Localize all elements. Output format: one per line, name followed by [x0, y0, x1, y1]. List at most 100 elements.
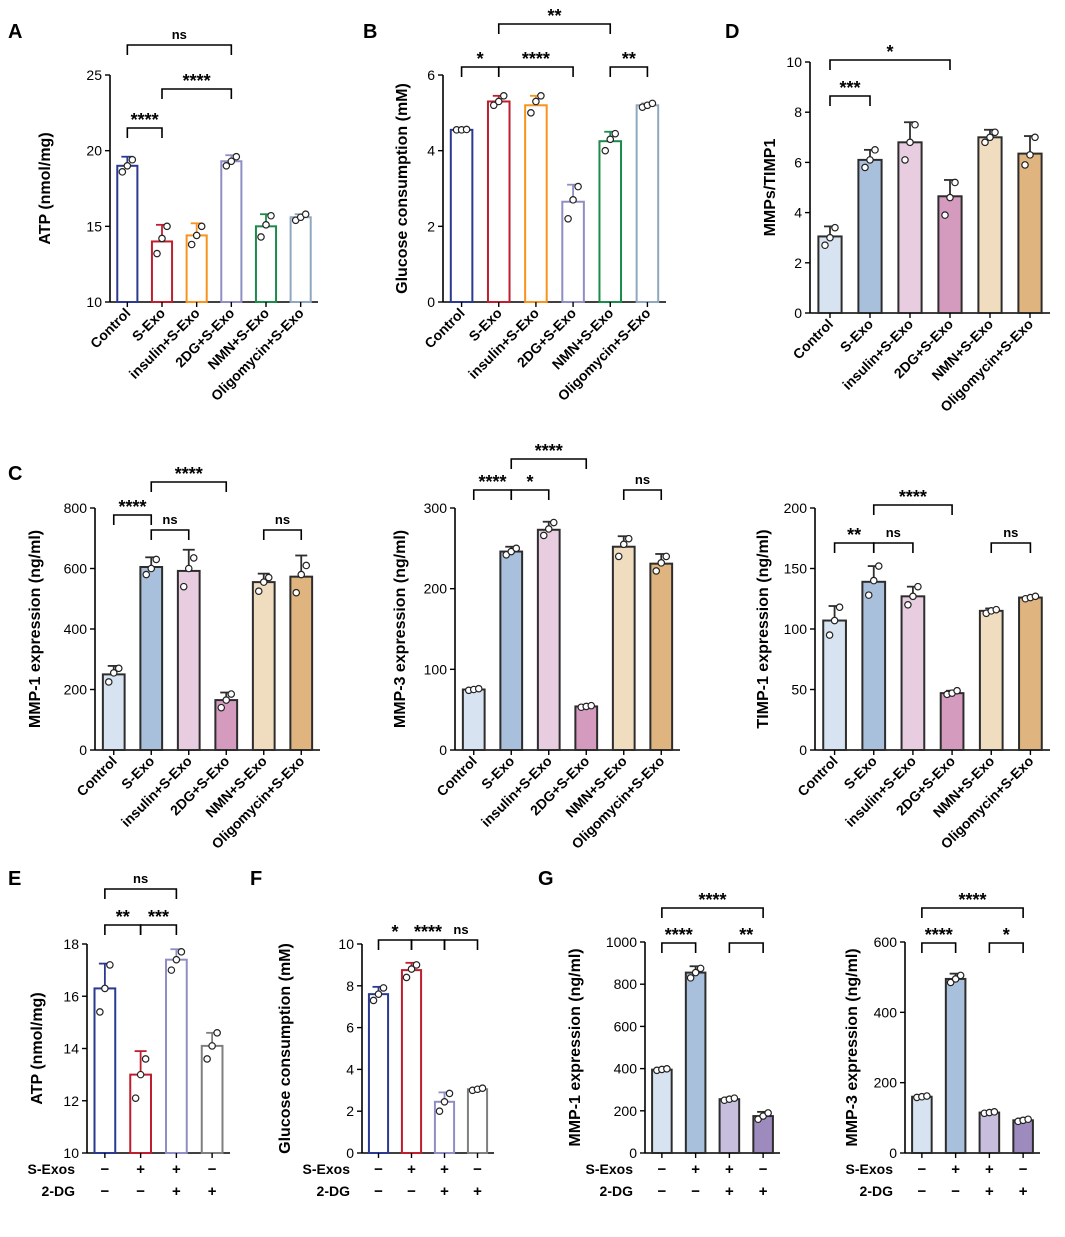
significance-bracket — [728, 942, 764, 953]
data-point — [606, 135, 615, 144]
significance-bracket — [150, 481, 228, 492]
significance-label: *** — [148, 907, 169, 927]
bar — [1018, 596, 1043, 751]
significance-label: ** — [547, 6, 561, 26]
data-point — [292, 588, 301, 597]
bar — [289, 575, 314, 751]
significance-label: * — [477, 49, 484, 69]
data-point — [946, 193, 954, 202]
data-point — [96, 1008, 104, 1016]
bar — [1017, 152, 1043, 314]
significance-bracket — [262, 529, 303, 540]
data-point — [874, 562, 883, 570]
row-value: − — [374, 1183, 383, 1200]
data-point — [128, 155, 137, 164]
row-value: + — [136, 1161, 145, 1178]
data-point — [662, 552, 671, 561]
panel-label-E: E — [8, 868, 21, 890]
bar — [486, 100, 511, 303]
data-point — [911, 120, 919, 129]
data-point — [869, 576, 878, 585]
y-tick-label: 10 — [86, 294, 102, 310]
row-label: 2-DG — [860, 1183, 894, 1199]
data-point — [213, 1029, 221, 1037]
y-tick-label: 100 — [784, 621, 808, 637]
row-value: + — [951, 1161, 960, 1178]
y-tick-label: 15 — [86, 218, 102, 234]
significance-bracket — [661, 942, 697, 953]
row-label: 2-DG — [317, 1183, 351, 1199]
data-point — [257, 233, 265, 241]
data-point — [941, 211, 949, 219]
row-value: − — [691, 1183, 700, 1200]
row-value: + — [1019, 1183, 1028, 1200]
y-tick-label: 600 — [614, 1018, 638, 1034]
data-point — [114, 664, 123, 673]
data-point — [909, 592, 917, 601]
significance-bracket — [622, 489, 663, 500]
data-point — [953, 686, 961, 695]
y-tick-label: 10 — [338, 936, 354, 952]
data-point — [153, 249, 161, 258]
x-tick-label: Control — [433, 753, 480, 800]
data-point — [301, 210, 310, 219]
data-point — [187, 240, 196, 249]
data-point — [264, 573, 273, 582]
significance-label: **** — [925, 925, 953, 945]
row-value: − — [136, 1183, 145, 1200]
significance-bracket — [497, 23, 612, 34]
bar — [649, 562, 674, 751]
significance-label: ** — [739, 925, 753, 945]
bar — [367, 993, 390, 1154]
significance-label: **** — [535, 441, 563, 461]
significance-bracket — [829, 59, 951, 70]
data-point — [648, 99, 657, 108]
x-tick-label: Control — [421, 305, 468, 352]
data-point — [951, 178, 959, 187]
row-value: + — [725, 1161, 734, 1178]
data-point — [203, 1055, 211, 1063]
panel-label-A: A — [8, 21, 22, 43]
data-point — [104, 678, 113, 686]
row-value: − — [917, 1183, 926, 1200]
significance-label: ns — [162, 512, 177, 527]
data-point — [619, 540, 628, 549]
data-point — [123, 162, 132, 170]
row-label: S-Exos — [28, 1161, 76, 1177]
y-tick-label: 0 — [79, 742, 87, 758]
significance-label: ns — [172, 27, 187, 42]
y-tick-label: 100 — [424, 661, 448, 677]
bar — [139, 565, 164, 751]
data-point — [141, 1055, 150, 1063]
row-value: + — [208, 1183, 217, 1200]
chart-E: 10 12 14 16 18 ATP (nmol/mg) S-Exos − + + − 2-DG − − +… — [28, 871, 230, 1200]
data-point — [901, 156, 909, 164]
data-point — [861, 163, 869, 172]
panel-label-F: F — [250, 868, 262, 890]
row-label: 2-DG — [42, 1183, 76, 1199]
data-point — [402, 973, 411, 982]
data-point — [1021, 161, 1029, 169]
significance-bracket — [988, 942, 1024, 953]
significance-bracket — [872, 542, 914, 553]
data-point — [267, 211, 275, 220]
y-tick-label: 20 — [86, 143, 102, 159]
bar — [977, 136, 1003, 314]
data-point — [601, 146, 610, 155]
bar — [289, 216, 312, 303]
significance-label: **** — [522, 49, 550, 69]
y-tick-label: 0 — [346, 1145, 354, 1161]
data-point — [831, 223, 839, 232]
row-value: + — [985, 1183, 994, 1200]
data-point — [222, 162, 231, 170]
data-point — [914, 582, 922, 591]
data-point — [227, 157, 236, 166]
significance-bracket — [510, 458, 588, 469]
bar — [461, 688, 486, 751]
chart-F: 0 2 4 6 8 10 Glucose consumption (mM) S-Exos − + +… — [277, 922, 494, 1200]
row-value: − — [759, 1161, 768, 1178]
data-point — [956, 971, 965, 980]
significance-bracket — [510, 489, 550, 500]
